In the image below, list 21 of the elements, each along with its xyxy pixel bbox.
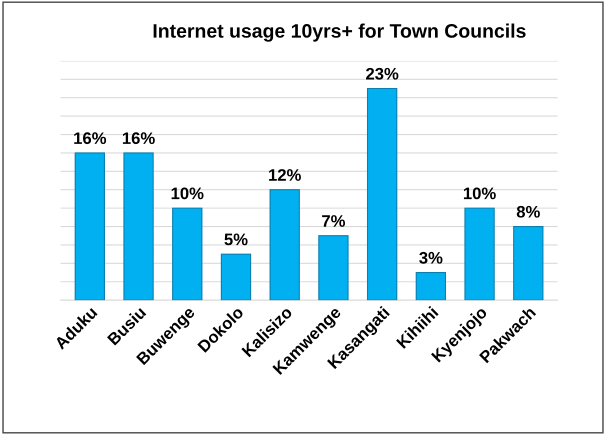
bar (270, 189, 300, 300)
chart-title: Internet usage 10yrs+ for Town Councils (154, 24, 526, 42)
data-label: 16% (122, 132, 155, 144)
data-label: 12% (269, 169, 301, 181)
data-label: 7% (322, 215, 346, 227)
bar (172, 208, 202, 300)
bar (318, 235, 349, 300)
data-label: 10% (464, 187, 496, 200)
data-label: 8% (516, 206, 540, 218)
bar (513, 226, 544, 300)
bar (464, 208, 495, 300)
bar (220, 254, 252, 300)
data-label: 23% (366, 68, 398, 80)
data-label: 3% (419, 252, 442, 264)
bar (123, 152, 154, 300)
data-label: 16% (74, 132, 106, 144)
data-label: 5% (224, 234, 248, 246)
data-label: 10% (172, 187, 204, 200)
bar (74, 152, 105, 300)
bar (366, 88, 398, 300)
bar (416, 272, 446, 300)
